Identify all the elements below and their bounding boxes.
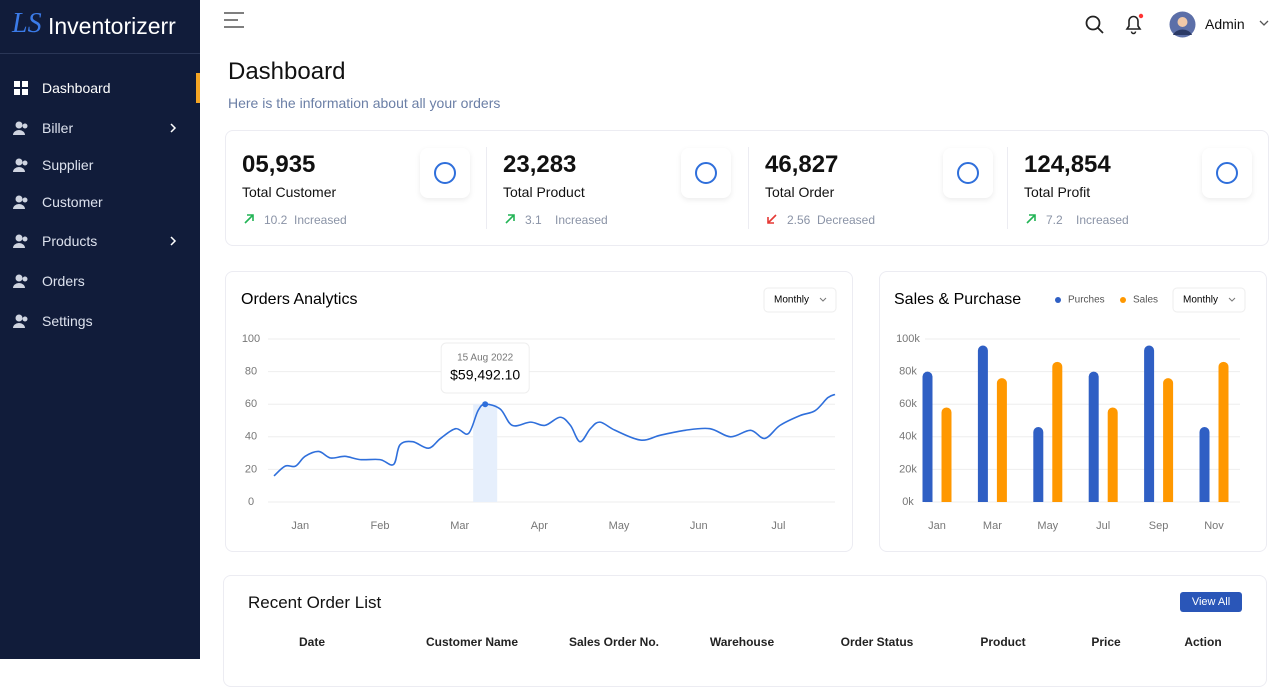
nav-chevron[interactable] [168,122,178,134]
menu-toggle[interactable] [222,10,246,30]
nav-item[interactable]: Customer [42,194,103,210]
stat-icon-box [681,148,731,198]
stat-change: 10.2 [264,213,288,227]
nav-item[interactable]: Biller [42,120,74,136]
notification-icon[interactable] [1123,12,1145,36]
sales-purchase-card [879,271,1267,552]
stat-icon-box [943,148,993,198]
stat-trend: Decreased [817,213,876,227]
nav-icon [13,234,28,248]
recent-orders-card: Recent Order List View All [223,575,1267,687]
stat-label: Total Product [503,184,585,200]
nav-item[interactable]: Products [42,233,98,249]
stat-change: 3.1 [525,213,542,227]
nav-icon [13,274,28,288]
stat-divider [1007,147,1008,229]
stat-label: Total Customer [242,184,337,200]
sidebar: LS Inventorizerr Dashboard Biller Supplier… [0,0,200,659]
trend-arrow [1026,214,1036,224]
stat-value: 124,854 [1024,151,1111,178]
stat-icon [957,162,979,184]
view-all-button[interactable]: View All [1180,592,1242,612]
active-indicator [196,73,200,103]
stat-value: 46,827 [765,151,839,178]
nav-icon [13,121,28,135]
stat-icon [1216,162,1238,184]
nav-icon [13,314,28,328]
user-name[interactable]: Admin [1205,16,1245,32]
nav-item[interactable]: Settings [42,313,93,329]
stat-label: Total Profit [1024,184,1091,200]
stat-icon [695,162,717,184]
orders-analytics-card [225,271,853,552]
stat-value: 05,935 [242,151,316,178]
stat-trend: Increased [294,213,347,227]
stat-icon-box [420,148,470,198]
stat-divider [748,147,749,229]
nav-item[interactable]: Supplier [42,157,94,173]
stat-change: 2.56 [787,213,811,227]
stat-trend: Increased [555,213,608,227]
stat-icon [434,162,456,184]
brand: Inventorizerr [48,13,176,39]
stat-label: Total Order [765,184,835,200]
trend-arrow [244,214,254,224]
stat-value: 23,283 [503,151,577,178]
nav-icon [13,158,28,172]
orders-title: Recent Order List [248,593,382,612]
nav-item[interactable]: Dashboard [42,80,111,96]
divider [0,53,200,54]
logo: LS [12,8,42,39]
page-subtitle: Here is the information about all your o… [228,95,501,111]
nav-item[interactable]: Orders [42,273,85,289]
nav-icon [14,81,28,95]
stat-icon-box [1202,148,1252,198]
stats-card: 05,935 Total Customer 10.2 Increased 23,283 T… [225,130,1269,246]
user-chevron[interactable] [1258,18,1270,28]
avatar[interactable] [1169,11,1196,38]
nav-icon [13,195,28,209]
stat-trend: Increased [1076,213,1129,227]
search-icon[interactable] [1084,14,1106,36]
nav-chevron[interactable] [168,235,178,247]
page-title: Dashboard [228,58,346,85]
trend-arrow [505,214,515,224]
stat-change: 7.2 [1046,213,1063,227]
trend-arrow [767,214,777,224]
stat-divider [486,147,487,229]
